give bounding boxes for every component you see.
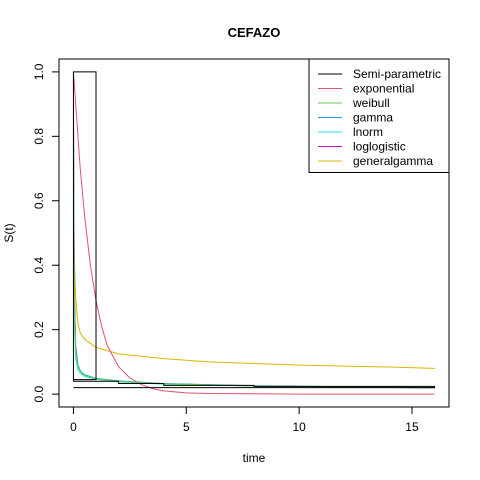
y-tick-label: 1.0	[32, 63, 46, 80]
series-line-semi-parametric	[72, 71, 436, 389]
legend-label-generalgamma: generalgamma	[353, 154, 433, 168]
x-tick-label: 15	[405, 420, 419, 434]
legend: Semi-parametricexponentialweibullgammaln…	[308, 58, 450, 173]
legend-box	[308, 58, 450, 173]
series-line-generalgamma	[72, 129, 435, 369]
legend-label-weibull: weibull	[352, 96, 390, 110]
x-axis-label: time	[243, 451, 266, 465]
x-tick-label: 10	[292, 420, 306, 434]
chart-title: CEFAZO	[228, 25, 281, 40]
y-tick-label: 0.4	[32, 257, 46, 274]
legend-label-lnorm: lnorm	[353, 125, 383, 139]
plot-frame	[58, 58, 450, 408]
legend-label-exponential: exponential	[353, 82, 414, 96]
legend-label-gamma: gamma	[353, 111, 393, 125]
legend-label-loglogistic: loglogistic	[353, 140, 406, 154]
y-tick-label: 0.8	[32, 128, 46, 145]
legend-label-semi-parametric: Semi-parametric	[353, 67, 441, 81]
y-tick-label: 0.0	[32, 385, 46, 402]
x-tick-label: 0	[70, 420, 77, 434]
y-tick-label: 0.6	[32, 192, 46, 209]
y-tick-label: 0.2	[32, 321, 46, 338]
series-line-weibull	[72, 142, 435, 389]
series-line-exponential	[72, 71, 435, 395]
y-axis-label: S(t)	[2, 223, 16, 242]
plot-series	[72, 71, 436, 395]
x-tick-label: 5	[183, 420, 190, 434]
